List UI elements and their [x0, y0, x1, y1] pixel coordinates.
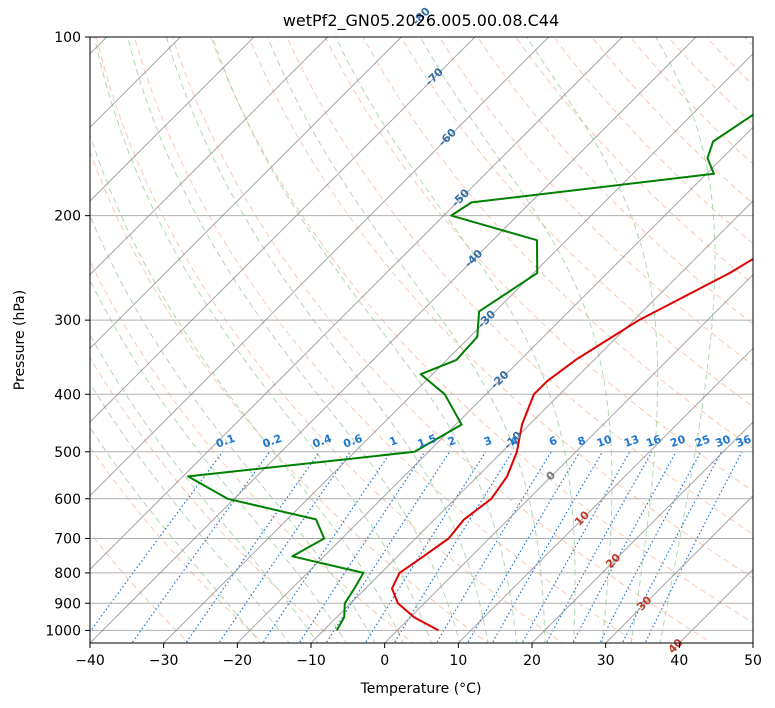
x-tick-label: 30 — [597, 653, 615, 669]
moist-adiabat — [90, 214, 376, 643]
isotherm-gridline — [384, 273, 753, 643]
x-tick-label: 10 — [449, 653, 467, 669]
mixing-ratio-label: 2 — [446, 434, 458, 449]
temperature-trace — [391, 257, 753, 632]
mixing-ratio-label: 16 — [644, 432, 663, 450]
x-tick-label: −20 — [223, 653, 253, 669]
mixing-ratio-label: 0.2 — [261, 432, 284, 451]
x-tick-label: −40 — [75, 653, 105, 669]
isotherm-gridline — [605, 494, 753, 643]
mixing-ratio-line — [599, 451, 702, 643]
mixing-ratio-label: 25 — [693, 433, 712, 450]
y-tick-label: 500 — [54, 445, 81, 461]
isotherm-gridline — [90, 37, 476, 423]
x-axis-label: Temperature (°C) — [360, 681, 482, 697]
dewpoint-trace — [187, 113, 753, 631]
mixing-ratio-line — [185, 451, 321, 643]
mixing-ratio-label: 36 — [734, 432, 753, 450]
plot-data — [187, 113, 753, 632]
y-tick-label: 600 — [54, 492, 81, 508]
mixing-ratio-label: 30 — [714, 432, 733, 450]
isotherm-gridline — [90, 37, 623, 571]
mixing-ratio-line — [491, 451, 604, 643]
isotherm-gridline — [90, 37, 697, 643]
mixing-ratio-label: 1.5 — [416, 432, 439, 451]
mixing-ratio-label: 8 — [576, 434, 588, 449]
isotherm-gridline — [310, 200, 753, 643]
axis-ticks: −40 −30 −20 −10 0 10 20 30 40 5010020030040050060… — [45, 30, 762, 669]
dry-adiabat — [90, 150, 489, 643]
mixing-ratio-line — [621, 451, 722, 643]
isotherm-gridline — [531, 421, 753, 643]
y-tick-label: 100 — [54, 30, 81, 46]
mixing-ratio-label: 3 — [482, 434, 494, 449]
isotherm-gridline — [90, 37, 329, 276]
mixing-ratio-line — [90, 451, 224, 633]
y-tick-label: 1000 — [45, 623, 81, 639]
mixing-ratio-label: 4 — [509, 434, 521, 449]
x-tick-label: 50 — [744, 653, 762, 669]
dry-adiabat — [90, 259, 414, 643]
x-tick-label: 0 — [380, 653, 389, 669]
mixing-ratio-line — [298, 451, 426, 643]
y-tick-label: 800 — [54, 566, 81, 582]
mixing-ratio-label: 0.6 — [341, 432, 364, 451]
y-tick-label: 900 — [54, 596, 81, 612]
mixing-ratio-label: 10 — [595, 432, 614, 450]
mixing-ratio-line — [325, 451, 451, 643]
isotherm-gridline — [90, 37, 402, 350]
mixing-ratio-label: 13 — [622, 433, 641, 450]
isotherm-gridline — [163, 52, 753, 643]
mixing-ratio-line — [393, 451, 513, 643]
y-tick-label: 700 — [54, 532, 81, 548]
dry-adiabat — [477, 37, 753, 325]
y-tick-label: 200 — [54, 209, 81, 225]
mixing-ratio-line — [466, 451, 581, 643]
mixing-ratio-line — [572, 451, 677, 643]
isotherm-gridline — [457, 347, 753, 643]
mixing-ratio-label: 0.4 — [311, 432, 334, 451]
mixing-ratio-line — [218, 451, 351, 643]
y-tick-label: 300 — [54, 313, 81, 329]
y-tick-label: 400 — [54, 387, 81, 403]
x-tick-label: −30 — [149, 653, 179, 669]
x-tick-label: 20 — [523, 653, 541, 669]
isotherm-gridline — [90, 37, 550, 497]
isotherm-gridline — [236, 126, 753, 643]
plot-grid — [90, 37, 753, 643]
x-tick-label: −10 — [296, 653, 326, 669]
mixing-ratio-label: 6 — [547, 434, 559, 449]
isotherm-gridline — [90, 37, 255, 202]
y-axis-label: Pressure (hPa) — [12, 290, 28, 390]
chart-title: wetPf2_GN05.2026.005.00.08.C44 — [283, 11, 559, 31]
dry-adiabat — [515, 37, 753, 285]
mixing-ratio-label: 20 — [668, 432, 687, 450]
mixing-ratio-label: 0.1 — [214, 432, 237, 451]
x-tick-label: 40 — [670, 653, 688, 669]
mixing-ratio-label: 1 — [388, 434, 400, 449]
mixing-ratio-line — [262, 451, 392, 643]
plot-frame — [89, 36, 754, 644]
